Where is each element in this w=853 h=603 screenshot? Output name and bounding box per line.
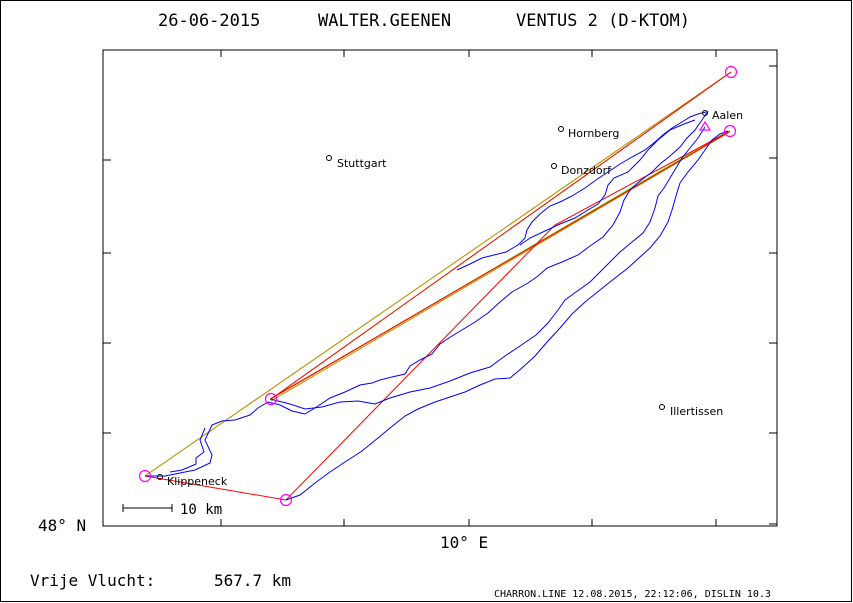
- turnpoint-5: [723, 124, 737, 138]
- flight-track: [145, 110, 729, 501]
- place-label-klippeneck: Klippeneck: [167, 475, 228, 488]
- route-red-1: [270, 71, 732, 400]
- track-segment-2: [285, 130, 729, 501]
- place-label-illertissen: Illertissen: [670, 405, 723, 418]
- track-segment-3: [269, 126, 706, 410]
- header-pilot: WALTER.GEENEN: [318, 11, 451, 31]
- turnpoint-start: [138, 469, 152, 483]
- track-segment-4: [169, 427, 206, 473]
- place-label-stuttgart: Stuttgart: [337, 157, 387, 170]
- turnpoint-2: [264, 392, 278, 406]
- place-markers: [157, 110, 708, 480]
- turnpoints: [138, 65, 738, 507]
- place-marker-donzdorf: [551, 163, 557, 169]
- place-marker-klippeneck: [157, 474, 163, 480]
- turnpoint-3: [279, 493, 293, 507]
- tick-marks: [103, 50, 777, 526]
- header-glider: VENTUS 2 (D-KTOM): [516, 11, 690, 31]
- place-marker-aalen: [702, 110, 708, 116]
- route-orange-1: [144, 71, 732, 477]
- place-label-hornberg: Hornberg: [568, 127, 619, 140]
- route-lines: [144, 71, 732, 501]
- lat-axis-label: 48° N: [38, 516, 86, 535]
- finish-triangle: [698, 120, 712, 131]
- distance-value: 567.7 km: [214, 571, 291, 590]
- scale-bar-label: 10 km: [180, 502, 222, 518]
- footer-credit: CHARRON.LINE 12.08.2015, 22:12:06, DISLI…: [494, 589, 771, 600]
- place-marker-hornberg: [558, 126, 564, 132]
- route-orange-3: [270, 132, 729, 402]
- track-segment-6: [519, 119, 696, 246]
- route-red-2: [144, 130, 731, 501]
- turnpoint-4: [724, 65, 738, 79]
- plot-frame: [102, 49, 778, 527]
- distance-label: Vrije Vlucht:: [30, 571, 155, 590]
- place-label-donzdorf: Donzdorf: [561, 164, 612, 177]
- place-label-aalen: Aalen: [712, 109, 743, 122]
- scale-bar: [122, 504, 173, 512]
- lon-axis-label: 10° E: [440, 533, 488, 552]
- track-segment-5: [456, 111, 707, 271]
- place-marker-stuttgart: [326, 155, 332, 161]
- route-red-3: [269, 131, 730, 400]
- track-segment-1: [145, 110, 709, 477]
- header-date: 26-06-2015: [158, 11, 260, 31]
- place-marker-illertissen: [659, 404, 665, 410]
